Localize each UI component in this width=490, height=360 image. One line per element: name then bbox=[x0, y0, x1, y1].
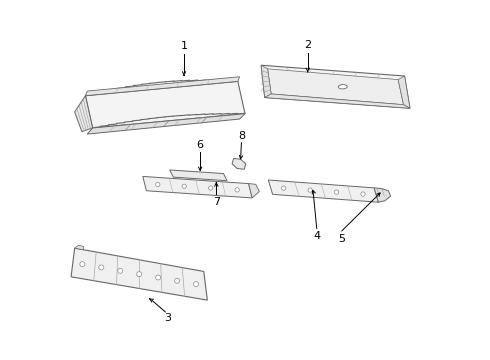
Polygon shape bbox=[74, 245, 84, 250]
Polygon shape bbox=[71, 248, 207, 300]
Text: 4: 4 bbox=[313, 231, 320, 241]
Polygon shape bbox=[269, 180, 378, 202]
Polygon shape bbox=[143, 176, 252, 198]
Circle shape bbox=[194, 282, 198, 287]
Circle shape bbox=[335, 190, 339, 194]
Ellipse shape bbox=[338, 85, 347, 89]
Circle shape bbox=[308, 188, 312, 192]
Circle shape bbox=[137, 272, 142, 276]
Circle shape bbox=[174, 278, 180, 283]
Circle shape bbox=[156, 182, 160, 186]
Polygon shape bbox=[232, 158, 245, 169]
Polygon shape bbox=[265, 94, 410, 108]
Circle shape bbox=[235, 188, 239, 192]
Text: 6: 6 bbox=[196, 140, 204, 149]
Text: 8: 8 bbox=[238, 131, 245, 140]
Polygon shape bbox=[261, 65, 271, 98]
Text: 5: 5 bbox=[338, 234, 345, 244]
Circle shape bbox=[99, 265, 104, 270]
Circle shape bbox=[361, 192, 365, 196]
Text: 2: 2 bbox=[304, 40, 311, 50]
Text: 3: 3 bbox=[164, 313, 171, 323]
Circle shape bbox=[182, 184, 186, 188]
Circle shape bbox=[118, 268, 123, 273]
Circle shape bbox=[156, 275, 161, 280]
Polygon shape bbox=[87, 114, 245, 134]
Circle shape bbox=[282, 186, 286, 190]
Polygon shape bbox=[85, 77, 240, 96]
Text: 1: 1 bbox=[180, 41, 188, 51]
Polygon shape bbox=[170, 170, 227, 181]
Polygon shape bbox=[398, 76, 410, 108]
Polygon shape bbox=[261, 65, 410, 108]
Polygon shape bbox=[248, 184, 259, 198]
Polygon shape bbox=[74, 96, 93, 132]
Polygon shape bbox=[374, 188, 391, 202]
Text: 7: 7 bbox=[213, 197, 220, 207]
Circle shape bbox=[209, 186, 213, 190]
Circle shape bbox=[80, 262, 85, 267]
Polygon shape bbox=[268, 69, 403, 105]
Polygon shape bbox=[85, 81, 245, 128]
